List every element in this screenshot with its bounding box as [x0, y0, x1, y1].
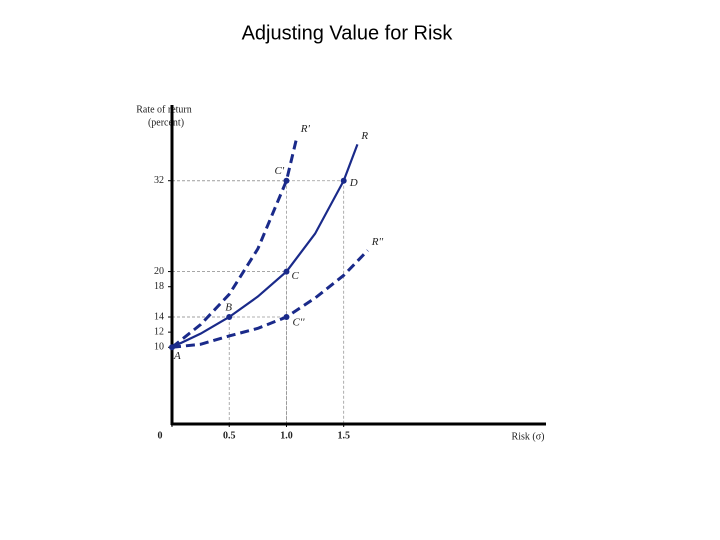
- point-label: C'': [292, 317, 305, 329]
- curve: [171, 137, 299, 349]
- x-tick-label: 0.5: [223, 430, 236, 441]
- point-label: C': [274, 165, 284, 177]
- x-axis-label: Risk (σ): [512, 431, 545, 442]
- point: [169, 344, 175, 351]
- x-tick-label: 0: [158, 430, 163, 441]
- x-tick-label: 1.0: [280, 430, 293, 441]
- chart-title: Adjusting Value for Risk: [242, 22, 454, 44]
- curve: [171, 249, 369, 349]
- y-tick-label: 20: [154, 266, 164, 277]
- y-tick-label: 12: [154, 326, 164, 337]
- y-axis-label: (percent): [148, 117, 184, 128]
- point: [283, 177, 290, 184]
- point-label: C: [291, 270, 299, 282]
- curve-label: R'': [371, 236, 384, 248]
- curve: [171, 143, 359, 349]
- point: [283, 314, 290, 320]
- point: [226, 314, 233, 320]
- point-label: A: [173, 350, 181, 362]
- y-tick-label: 18: [154, 281, 164, 292]
- y-tick-label: 32: [154, 175, 164, 186]
- point: [340, 177, 347, 184]
- point: [283, 268, 290, 275]
- y-tick-label: 14: [154, 311, 164, 322]
- point-label: B: [225, 302, 232, 314]
- curve-label: R: [360, 130, 368, 142]
- y-tick-label: 10: [154, 342, 164, 353]
- curve-label: R': [300, 123, 311, 135]
- y-axis-label: Rate of return: [136, 104, 192, 115]
- x-tick-label: 1.5: [337, 430, 350, 441]
- point-label: D: [349, 177, 358, 189]
